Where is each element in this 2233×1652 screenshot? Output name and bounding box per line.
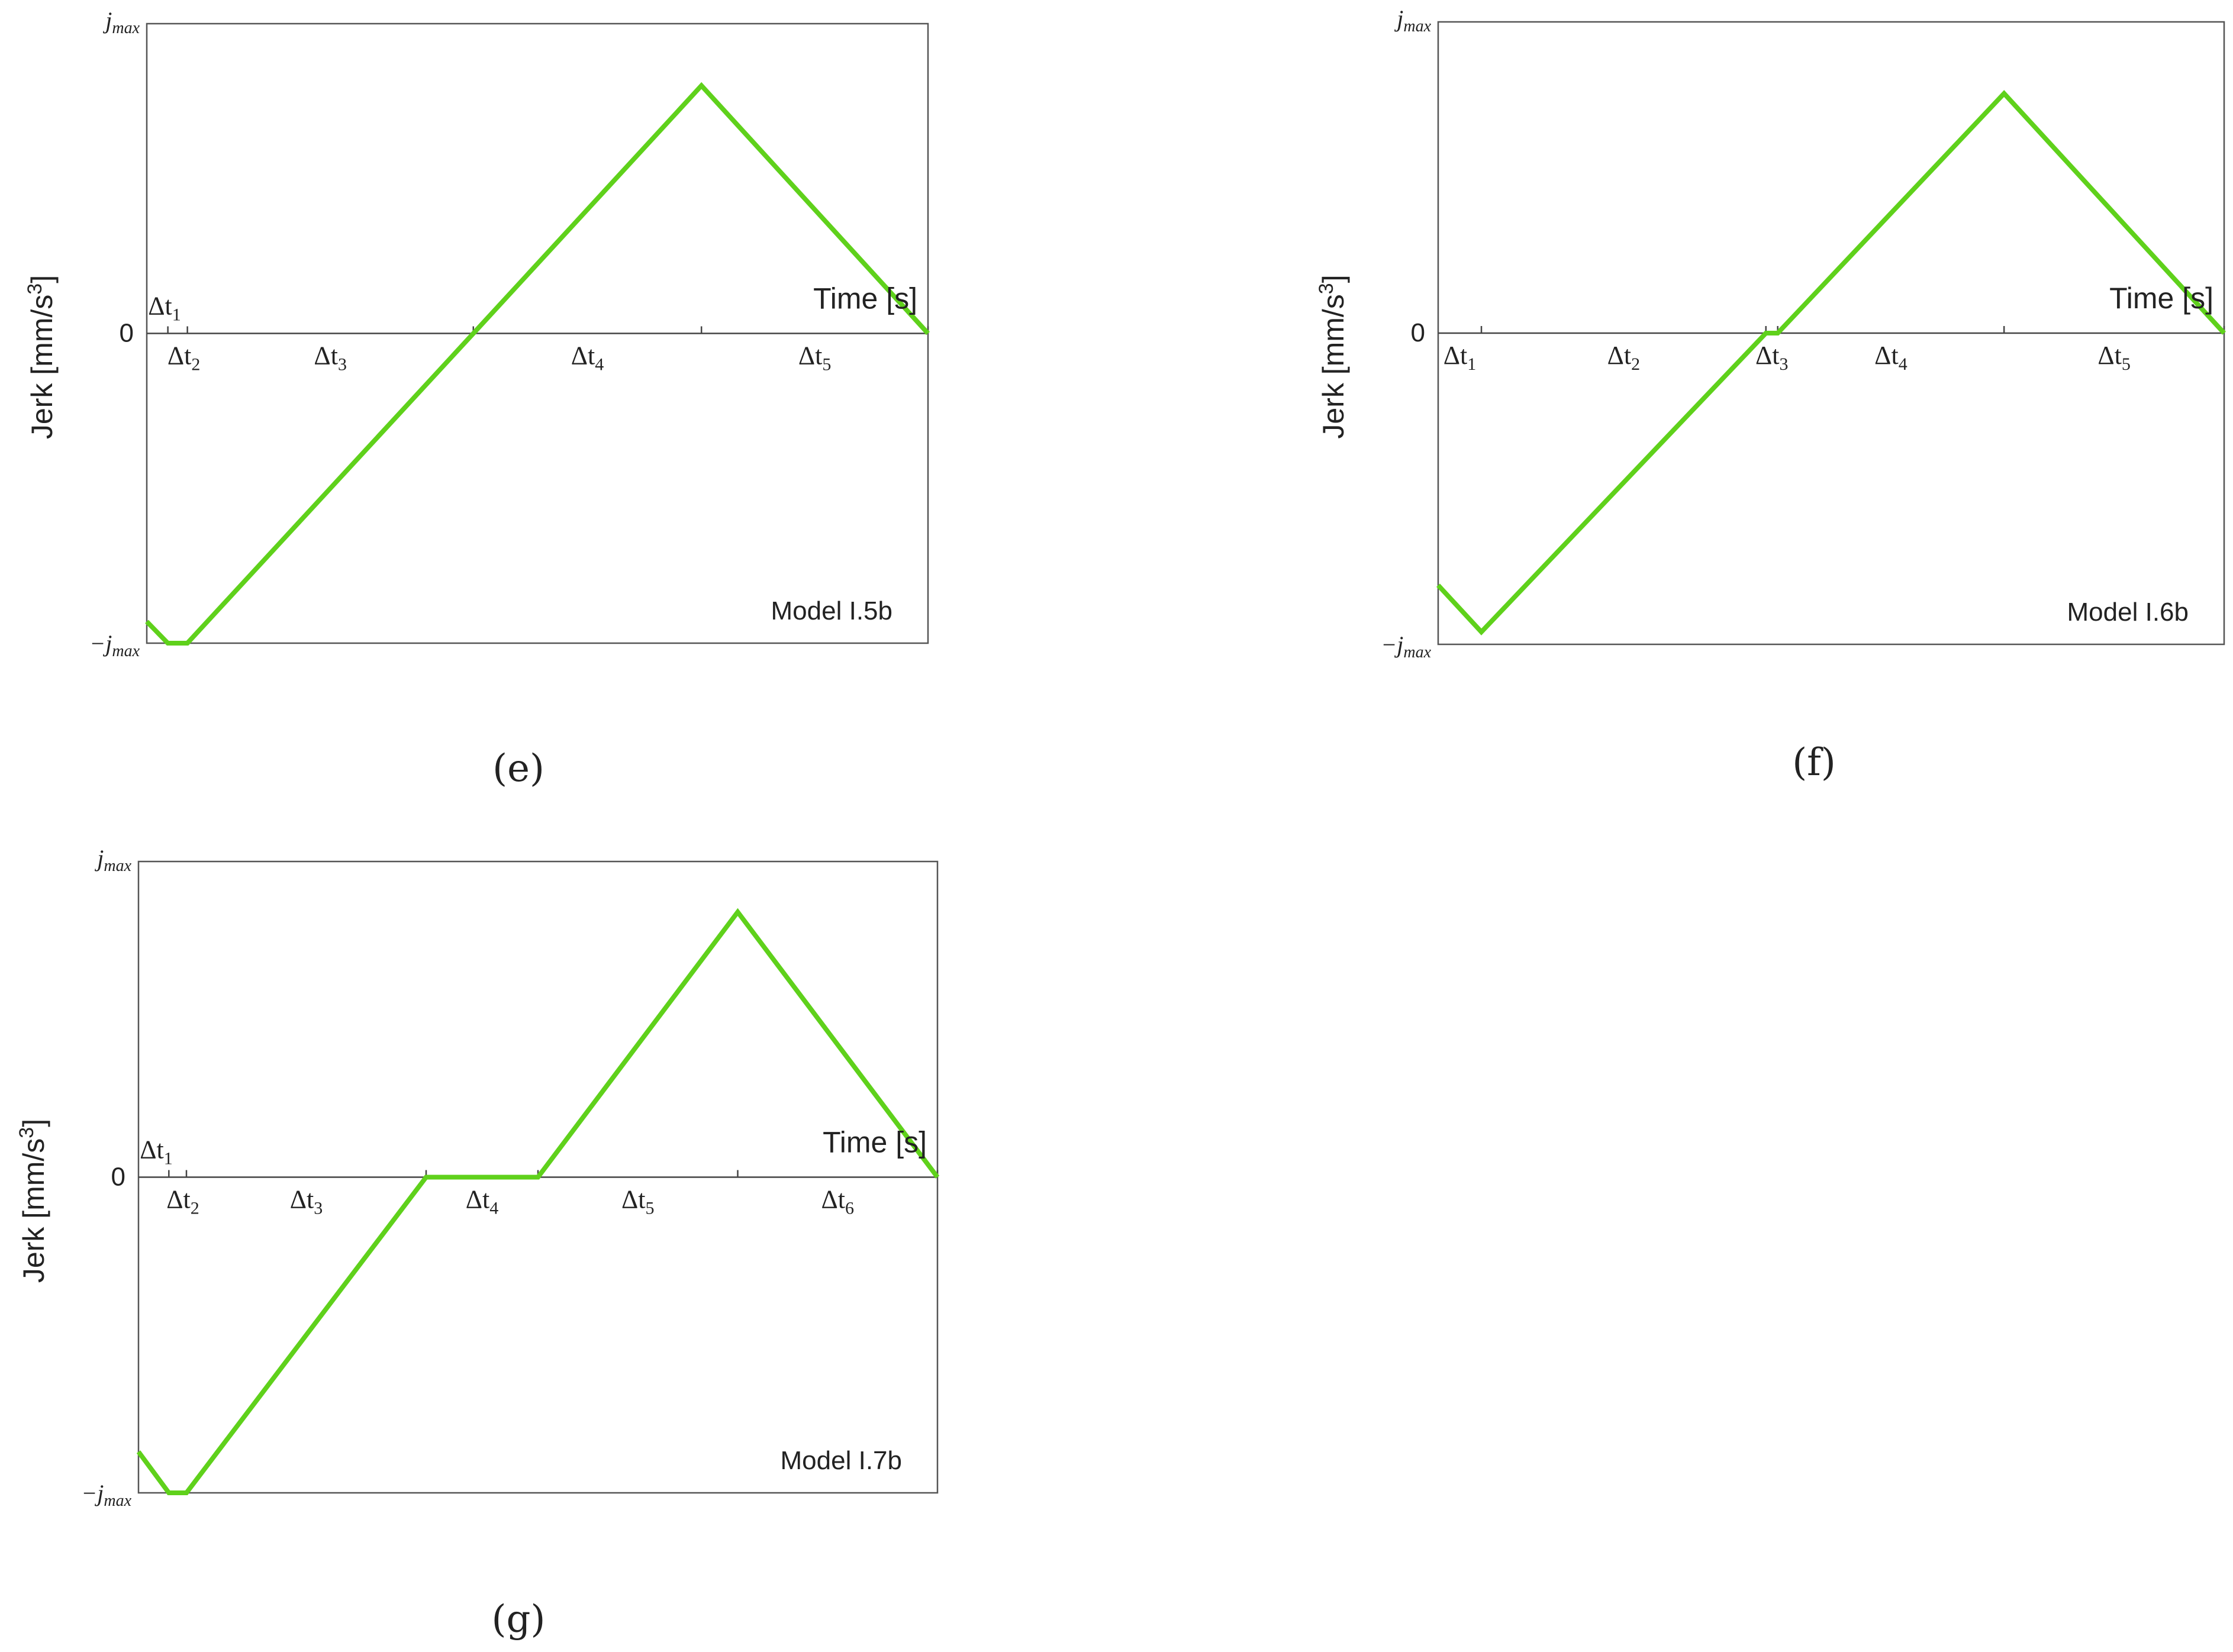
- interval-label-dt3: Δt3: [314, 341, 347, 375]
- interval-label-dt1: Δt1: [140, 1135, 173, 1169]
- ytick-jmax: jmax: [94, 845, 131, 875]
- interval-label-dt3: Δt3: [1755, 341, 1789, 374]
- interval-label-dt1: Δt1: [148, 292, 181, 325]
- x-axis-title: Time [s]: [823, 1126, 927, 1159]
- jerk-series-line: [145, 82, 930, 646]
- interval-label-dt3: Δt3: [290, 1185, 323, 1218]
- ytick-jmax: jmax: [102, 7, 140, 37]
- y-axis-title: Jerk [mm/s3]: [15, 1119, 50, 1283]
- jerk-series-line: [1436, 90, 2226, 635]
- interval-label-dt5: Δt5: [621, 1185, 655, 1218]
- panel-caption: (g): [492, 1598, 546, 1641]
- ytick-neg-jmax: −jmax: [89, 630, 140, 660]
- panel-caption: (e): [492, 747, 544, 790]
- ytick-zero: 0: [111, 1163, 125, 1192]
- interval-label-dt2: Δt2: [167, 341, 201, 375]
- interval-label-dt4: Δt4: [466, 1185, 499, 1218]
- chart-panel-f: Δt1 Δt2 Δt3 Δt4 Δt5 jmax 0 −jmax Time [s] Jerk [m…: [1315, 5, 2226, 785]
- interval-label-dt2: Δt2: [1607, 341, 1641, 374]
- ytick-zero: 0: [120, 319, 134, 348]
- jerk-series-line: [136, 908, 940, 1495]
- ytick-jmax: jmax: [1394, 5, 1431, 36]
- x-axis-title: Time [s]: [2109, 282, 2213, 315]
- ytick-neg-jmax: −jmax: [1381, 631, 1431, 662]
- ytick-neg-jmax: −jmax: [81, 1480, 131, 1510]
- model-label: Model I.5b: [771, 596, 892, 625]
- panel-caption: (f): [1792, 741, 1836, 785]
- y-axis-title: Jerk [mm/s3]: [1315, 275, 1350, 438]
- interval-label-dt5: Δt5: [798, 341, 832, 375]
- x-axis-title: Time [s]: [813, 282, 917, 315]
- ytick-zero: 0: [1411, 318, 1425, 347]
- model-label: Model I.6b: [2067, 598, 2189, 627]
- chart-panel-e: Δt1 Δt2 Δt3 Δt4 Δt5 jmax 0 −jmax Time [s] Jerk [m…: [24, 7, 930, 790]
- interval-label-dt2: Δt2: [166, 1185, 199, 1218]
- y-axis-title: Jerk [mm/s3]: [24, 275, 59, 439]
- chart-panel-g: Δt1 Δt2 Δt3 Δt4 Δt5 Δt6 jmax 0 −jmax Time [s] Jerk…: [15, 845, 940, 1641]
- interval-label-dt1: Δt1: [1443, 341, 1477, 374]
- interval-label-dt4: Δt4: [571, 341, 604, 375]
- interval-label-dt5: Δt5: [2097, 341, 2131, 374]
- interval-label-dt4: Δt4: [1874, 341, 1907, 374]
- model-label: Model I.7b: [781, 1446, 902, 1475]
- interval-label-dt6: Δt6: [821, 1185, 854, 1218]
